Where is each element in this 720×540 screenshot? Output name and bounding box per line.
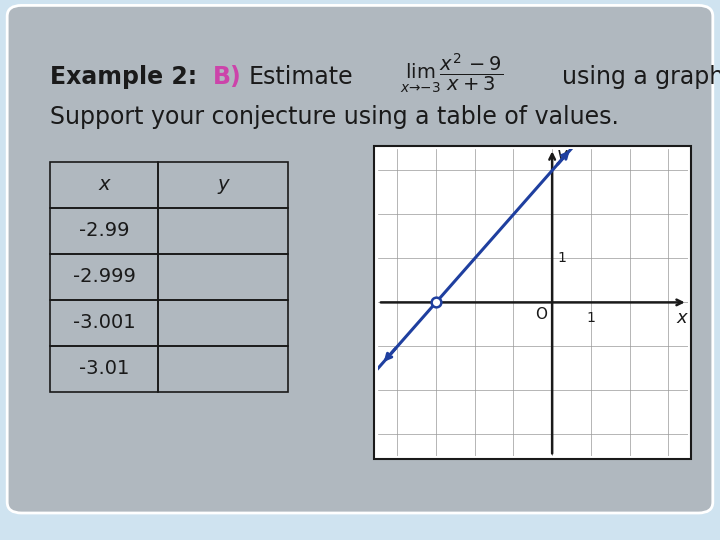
Bar	[158, 162, 288, 208]
Text: O: O	[535, 307, 547, 322]
Bar	[374, 146, 691, 459]
Text: Example 2:: Example 2:	[50, 65, 197, 89]
Bar	[50, 254, 158, 300]
Bar	[50, 346, 158, 392]
Bar	[158, 346, 288, 392]
Bar	[158, 300, 288, 346]
Text: -3.01: -3.01	[79, 359, 130, 378]
Text: x: x	[677, 309, 687, 327]
Text: y: y	[557, 146, 567, 164]
FancyBboxPatch shape	[7, 5, 713, 513]
Text: 1: 1	[557, 252, 566, 266]
Text: -2.999: -2.999	[73, 267, 136, 286]
Text: Support your conjecture using a table of values.: Support your conjecture using a table of…	[50, 105, 619, 129]
Text: 1: 1	[586, 311, 595, 325]
Text: Estimate: Estimate	[248, 65, 353, 89]
Text: -3.001: -3.001	[73, 313, 135, 332]
Text: x: x	[99, 176, 110, 194]
Bar	[158, 254, 288, 300]
Text: B): B)	[212, 65, 241, 89]
Bar	[50, 300, 158, 346]
Text: using a graph.: using a graph.	[562, 65, 720, 89]
Bar	[158, 208, 288, 254]
Bar	[50, 162, 158, 208]
Text: y: y	[217, 176, 229, 194]
Bar	[50, 208, 158, 254]
Text: -2.99: -2.99	[79, 221, 130, 240]
Text: $\lim_{x\to -3}\dfrac{x^2-9}{x+3}$: $\lim_{x\to -3}\dfrac{x^2-9}{x+3}$	[400, 51, 503, 95]
